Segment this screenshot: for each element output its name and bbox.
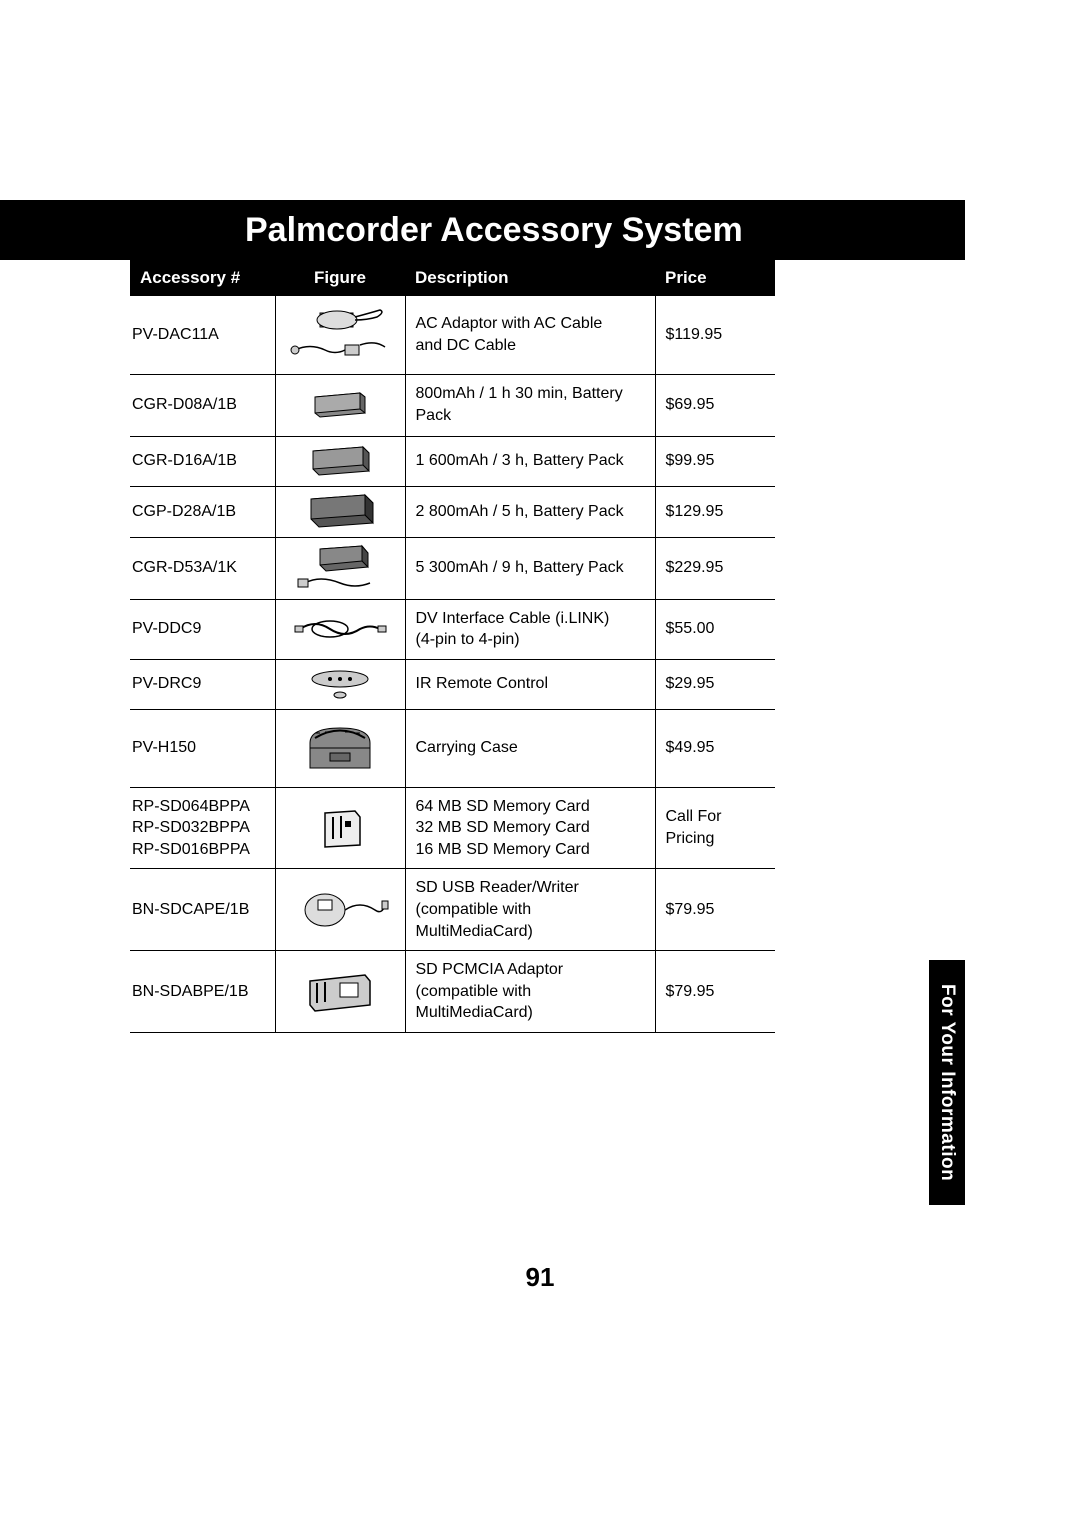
- table-row: PV-DDC9 DV Interface Cable (i.LINK) (4-p…: [130, 599, 775, 659]
- price-cell: $69.95: [655, 374, 775, 436]
- table-row: BN-SDABPE/1B SD PCMCIA Adaptor (compatib…: [130, 951, 775, 1033]
- table-row: CGR-D16A/1B 1 600mAh / 3 h, Battery Pack…: [130, 436, 775, 486]
- side-tab: For Your Information: [929, 960, 965, 1205]
- figure-cell: [275, 374, 405, 436]
- figure-cell: [275, 486, 405, 537]
- page-title: Palmcorder Accessory System: [245, 211, 743, 250]
- figure-cell: [275, 537, 405, 599]
- figure-cell: [275, 787, 405, 869]
- accessory-table: Accessory # Figure Description Price PV-…: [130, 260, 775, 1033]
- description-cell: 5 300mAh / 9 h, Battery Pack: [405, 537, 655, 599]
- description-cell: 800mAh / 1 h 30 min, Battery Pack: [405, 374, 655, 436]
- col-description: Description: [405, 260, 655, 296]
- battery-icon: [295, 491, 385, 533]
- table-row: CGR-D08A/1B 800mAh / 1 h 30 min, Battery…: [130, 374, 775, 436]
- accessory-cell: PV-DRC9: [130, 659, 275, 709]
- figure-cell: [275, 599, 405, 659]
- accessory-cell: PV-H150: [130, 709, 275, 787]
- accessory-cell: BN-SDABPE/1B: [130, 951, 275, 1033]
- table-row: PV-DRC9 IR Remote Control $29.95: [130, 659, 775, 709]
- table-row: RP-SD064BPPA RP-SD032BPPA RP-SD016BPPA 6…: [130, 787, 775, 869]
- table-header-row: Accessory # Figure Description Price: [130, 260, 775, 296]
- table-row: PV-H150 Carrying Case $49.95: [130, 709, 775, 787]
- accessory-cell: PV-DAC11A: [130, 296, 275, 374]
- pcmcia-icon: [295, 969, 385, 1014]
- accessory-cell: RP-SD064BPPA RP-SD032BPPA RP-SD016BPPA: [130, 787, 275, 869]
- price-cell: $99.95: [655, 436, 775, 486]
- accessory-cell: CGR-D53A/1K: [130, 537, 275, 599]
- price-cell: $119.95: [655, 296, 775, 374]
- page-number: 91: [0, 1262, 1080, 1293]
- col-figure: Figure: [275, 260, 405, 296]
- figure-cell: [275, 951, 405, 1033]
- price-cell: $29.95: [655, 659, 775, 709]
- description-cell: IR Remote Control: [405, 659, 655, 709]
- description-cell: DV Interface Cable (i.LINK) (4-pin to 4-…: [405, 599, 655, 659]
- figure-cell: [275, 709, 405, 787]
- accessory-cell: CGR-D08A/1B: [130, 374, 275, 436]
- figure-cell: [275, 659, 405, 709]
- description-cell: 1 600mAh / 3 h, Battery Pack: [405, 436, 655, 486]
- battery-icon: [295, 385, 385, 425]
- adaptor-icon: [285, 305, 395, 365]
- table-row: CGR-D53A/1K 5 300mAh / 9 h, Battery Pack…: [130, 537, 775, 599]
- description-cell: 64 MB SD Memory Card 32 MB SD Memory Car…: [405, 787, 655, 869]
- description-cell: SD PCMCIA Adaptor (compatible with Multi…: [405, 951, 655, 1033]
- reader-icon: [290, 885, 390, 935]
- accessory-cell: BN-SDCAPE/1B: [130, 869, 275, 951]
- figure-cell: [275, 436, 405, 486]
- price-cell: $49.95: [655, 709, 775, 787]
- table-row: BN-SDCAPE/1B SD USB Reader/Writer (compa…: [130, 869, 775, 951]
- col-price: Price: [655, 260, 775, 296]
- price-cell: $55.00: [655, 599, 775, 659]
- price-cell: Call For Pricing: [655, 787, 775, 869]
- table-row: PV-DAC11A AC Adaptor with AC Cable and D…: [130, 296, 775, 374]
- accessory-cell: CGP-D28A/1B: [130, 486, 275, 537]
- sdcard-icon: [305, 803, 375, 853]
- accessory-cell: CGR-D16A/1B: [130, 436, 275, 486]
- col-accessory: Accessory #: [130, 260, 275, 296]
- table-row: CGP-D28A/1B 2 800mAh / 5 h, Battery Pack…: [130, 486, 775, 537]
- case-icon: [290, 718, 390, 778]
- price-cell: $79.95: [655, 869, 775, 951]
- accessory-cell: PV-DDC9: [130, 599, 275, 659]
- description-cell: 2 800mAh / 5 h, Battery Pack: [405, 486, 655, 537]
- cable-icon: [290, 614, 390, 644]
- price-cell: $129.95: [655, 486, 775, 537]
- price-cell: $79.95: [655, 951, 775, 1033]
- figure-cell: [275, 296, 405, 374]
- description-cell: AC Adaptor with AC Cable and DC Cable: [405, 296, 655, 374]
- remote-icon: [295, 667, 385, 702]
- description-cell: SD USB Reader/Writer (compatible with Mu…: [405, 869, 655, 951]
- price-cell: $229.95: [655, 537, 775, 599]
- title-bar: Palmcorder Accessory System: [0, 200, 965, 260]
- battery-icon: [295, 441, 385, 481]
- battery-cable-icon: [290, 543, 390, 593]
- figure-cell: [275, 869, 405, 951]
- description-cell: Carrying Case: [405, 709, 655, 787]
